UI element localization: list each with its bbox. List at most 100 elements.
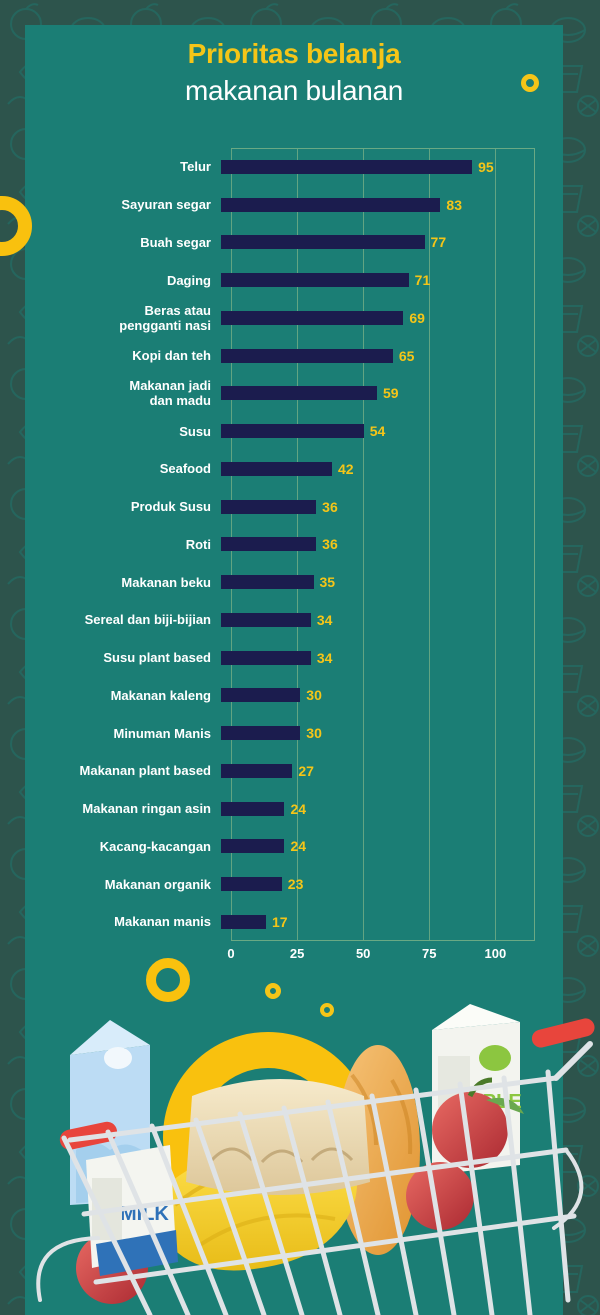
bar-zone: 35 bbox=[221, 563, 563, 601]
bar-value-label: 23 bbox=[287, 876, 304, 893]
bar-row: Makanan jadi dan madu 59 bbox=[25, 375, 563, 413]
bar-category-label: Sereal dan biji-bijian bbox=[84, 612, 211, 628]
bar bbox=[221, 537, 317, 552]
bar-category-label: Buah segar bbox=[140, 234, 211, 250]
bar-row: Buah segar 77 bbox=[25, 224, 563, 262]
bar-row: Makanan plant based 27 bbox=[25, 752, 563, 790]
bar-row: Sereal dan biji-bijian 34 bbox=[25, 601, 563, 639]
bar bbox=[221, 914, 266, 929]
bar-value-label: 36 bbox=[322, 536, 338, 553]
bar bbox=[221, 650, 311, 665]
bar-value-label: 69 bbox=[409, 309, 425, 326]
bar-row: Daging 71 bbox=[25, 261, 563, 299]
bar-value-label: 36 bbox=[322, 498, 338, 515]
bar-category-label: Daging bbox=[166, 272, 211, 288]
bar-value-label: 24 bbox=[290, 838, 307, 855]
bar-zone: 36 bbox=[221, 488, 563, 526]
bar bbox=[221, 461, 333, 476]
bar-category-label: Seafood bbox=[159, 461, 211, 477]
bar bbox=[221, 763, 293, 778]
bar-row: Makanan manis 17 bbox=[25, 903, 563, 941]
bar-row: Susu 54 bbox=[25, 412, 563, 450]
bar-zone: 77 bbox=[221, 224, 563, 262]
bar-category-label: Susu bbox=[179, 423, 211, 439]
bar-row: Makanan organik 23 bbox=[25, 865, 563, 903]
bar bbox=[221, 310, 404, 325]
gridline-100 bbox=[495, 149, 497, 940]
bar-zone: 24 bbox=[221, 828, 563, 866]
bar-zone: 95 bbox=[221, 148, 563, 186]
bar-value-label: 42 bbox=[338, 460, 354, 477]
gridline-50 bbox=[363, 149, 365, 940]
bar-row: Susu plant based 34 bbox=[25, 639, 563, 677]
bar bbox=[221, 801, 285, 816]
bar-row: Kacang-kacangan 24 bbox=[25, 828, 563, 866]
bar-category-label: Susu plant based bbox=[103, 650, 211, 666]
ring-decoration-below-1 bbox=[146, 958, 190, 1002]
ring-decoration-below-3 bbox=[320, 1003, 334, 1017]
bar-category-label: Roti bbox=[185, 536, 211, 552]
x-tick-100: 100 bbox=[484, 946, 507, 961]
bar-row: Makanan beku 35 bbox=[25, 563, 563, 601]
bar-category-label: Makanan beku bbox=[121, 574, 211, 590]
title-line-2: makanan bulanan bbox=[184, 75, 404, 106]
ring-decoration-below-2 bbox=[265, 983, 281, 999]
bar-row: Minuman Manis 30 bbox=[25, 714, 563, 752]
bar-value-label: 30 bbox=[306, 687, 322, 704]
bar-zone: 54 bbox=[221, 412, 563, 450]
bar-category-label: Makanan ringan asin bbox=[82, 801, 211, 817]
bar-row: Makanan ringan asin 24 bbox=[25, 790, 563, 828]
bar-zone: 34 bbox=[221, 601, 563, 639]
bar-value-label: 17 bbox=[271, 913, 288, 930]
shopping-cart-illustration: APPLE MILK bbox=[36, 1004, 595, 1315]
bar-value-label: 65 bbox=[398, 347, 415, 364]
x-tick-75: 75 bbox=[422, 946, 437, 961]
bar-category-label: Minuman Manis bbox=[113, 725, 211, 741]
bar-category-label: Makanan organik bbox=[104, 876, 211, 892]
bar-zone: 59 bbox=[221, 375, 563, 413]
bar bbox=[221, 235, 425, 250]
bar-row: Makanan kaleng 30 bbox=[25, 677, 563, 715]
cart-icon bbox=[36, 1041, 593, 1315]
bar-zone: 30 bbox=[221, 677, 563, 715]
x-tick-0: 0 bbox=[227, 946, 235, 961]
bar-value-label: 34 bbox=[316, 611, 333, 628]
bar-row: Produk Susu 36 bbox=[25, 488, 563, 526]
x-axis: 0 25 50 75 100 bbox=[227, 946, 535, 974]
bar-zone: 23 bbox=[221, 865, 563, 903]
x-tick-25: 25 bbox=[289, 946, 305, 961]
bar-category-label: Makanan jadi dan madu bbox=[129, 378, 211, 409]
bar-value-label: 54 bbox=[369, 423, 386, 440]
bar-row: Telur 95 bbox=[25, 148, 563, 186]
bar-row: Beras atau pengganti nasi 69 bbox=[25, 299, 563, 337]
bar-zone: 27 bbox=[221, 752, 563, 790]
bar bbox=[221, 726, 301, 741]
bar-value-label: 59 bbox=[382, 385, 399, 402]
bar-zone: 42 bbox=[221, 450, 563, 488]
bar bbox=[221, 499, 317, 514]
x-tick-50: 50 bbox=[355, 946, 371, 961]
bar-category-label: Kopi dan teh bbox=[132, 348, 211, 364]
bar-value-label: 24 bbox=[290, 800, 307, 817]
bar-category-label: Makanan manis bbox=[114, 914, 211, 930]
bar-row: Seafood 42 bbox=[25, 450, 563, 488]
bar-row: Kopi dan teh 65 bbox=[25, 337, 563, 375]
gridline-75 bbox=[429, 149, 431, 940]
bar bbox=[221, 877, 282, 892]
bar-zone: 65 bbox=[221, 337, 563, 375]
bar-value-label: 27 bbox=[298, 762, 314, 779]
bar-value-label: 77 bbox=[430, 234, 447, 251]
bar-zone: 69 bbox=[221, 299, 563, 337]
bar-zone: 36 bbox=[221, 526, 563, 564]
bar-value-label: 71 bbox=[414, 272, 431, 289]
bar-category-label: Sayuran segar bbox=[121, 197, 211, 213]
bar bbox=[221, 197, 441, 212]
bar bbox=[221, 688, 301, 703]
bar-value-label: 83 bbox=[446, 196, 462, 213]
bar bbox=[221, 348, 393, 363]
bar-zone: 17 bbox=[221, 903, 563, 941]
bar bbox=[221, 159, 473, 174]
bar-category-label: Beras atau pengganti nasi bbox=[119, 302, 211, 333]
bar-value-label: 34 bbox=[316, 649, 333, 666]
